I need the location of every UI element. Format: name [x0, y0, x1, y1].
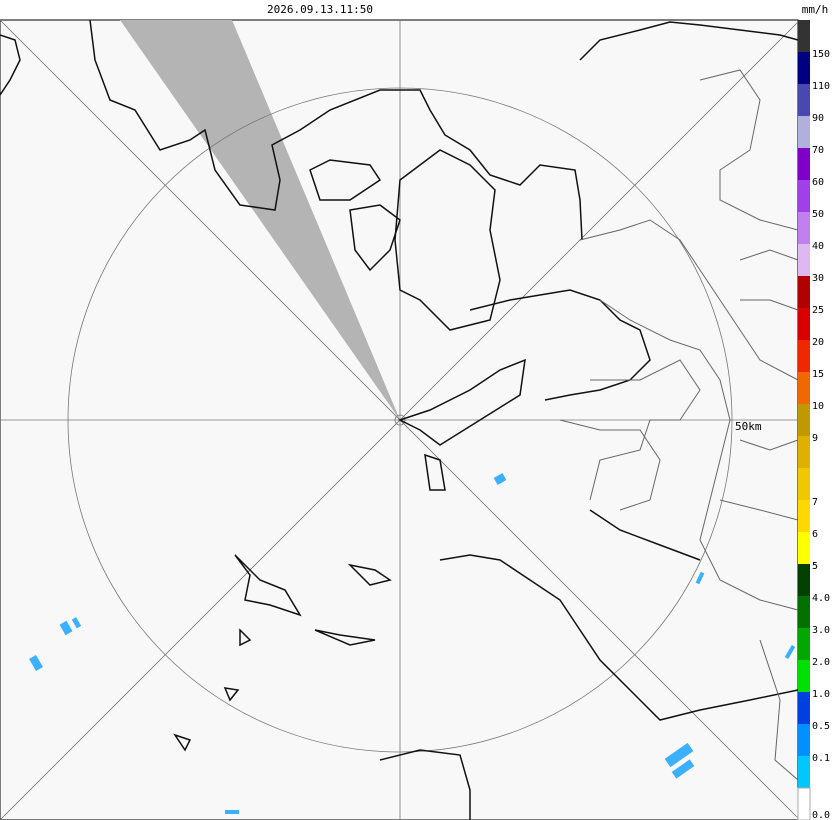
legend-label: 3.0 [812, 625, 830, 636]
legend-label: 15 [812, 369, 824, 380]
legend-label: 150 [812, 49, 830, 60]
legend-swatch [798, 84, 810, 116]
legend-label: 30 [812, 273, 824, 284]
legend-swatch [798, 628, 810, 660]
legend-label: 25 [812, 305, 824, 316]
legend-swatch [798, 564, 810, 596]
legend-label: 0.1 [812, 753, 830, 764]
legend-swatch [798, 372, 810, 404]
beam-blockage [120, 20, 400, 420]
legend-label: 6 [812, 529, 818, 540]
legend-unit: mm/h [802, 3, 829, 16]
legend-swatch [798, 596, 810, 628]
legend-label: 110 [812, 81, 830, 92]
legend-label: 50 [812, 209, 824, 220]
legend-label: 7 [812, 497, 818, 508]
legend-swatch [797, 787, 811, 820]
legend-swatch [798, 52, 810, 84]
legend-label: 60 [812, 177, 824, 188]
legend: 150 110 90 70 60 50 40 30 25 20 15 10 9 7 6 5 4.0 3.0 2.0 1… [797, 20, 830, 820]
legend-swatch [798, 500, 810, 532]
legend-label: 1.0 [812, 689, 830, 700]
admin-borders [559, 69, 799, 781]
legend-swatch [798, 724, 810, 756]
legend-swatch [798, 436, 810, 468]
legend-label: 9 [812, 433, 818, 444]
legend-swatch [798, 180, 810, 212]
legend-label: 10 [812, 401, 824, 412]
legend-swatch [798, 660, 810, 692]
legend-label: 2.0 [812, 657, 830, 668]
legend-label: 0.5 [812, 721, 830, 732]
legend-swatch [798, 212, 810, 244]
legend-label: 70 [812, 145, 824, 156]
legend-swatch [798, 276, 810, 308]
legend-swatch [798, 116, 810, 148]
legend-swatch [798, 148, 810, 180]
precipitation-echoes [29, 473, 796, 814]
legend-label: 90 [812, 113, 824, 124]
legend-swatch [798, 404, 810, 436]
legend-swatch [798, 756, 810, 788]
legend-swatch [798, 244, 810, 276]
legend-swatch [798, 308, 810, 340]
legend-swatch [798, 468, 810, 500]
legend-label: 40 [812, 241, 824, 252]
timestamp: 2026.09.13.11:50 [267, 3, 373, 16]
coastlines [0, 19, 799, 820]
legend-label: 20 [812, 337, 824, 348]
legend-swatch [798, 340, 810, 372]
legend-label: 0.0 [812, 810, 830, 820]
range-label: 50km [735, 420, 762, 433]
legend-swatch [798, 20, 810, 52]
legend-swatch [798, 692, 810, 724]
legend-label: 5 [812, 561, 818, 572]
legend-swatch [798, 532, 810, 564]
legend-label: 4.0 [812, 593, 830, 604]
